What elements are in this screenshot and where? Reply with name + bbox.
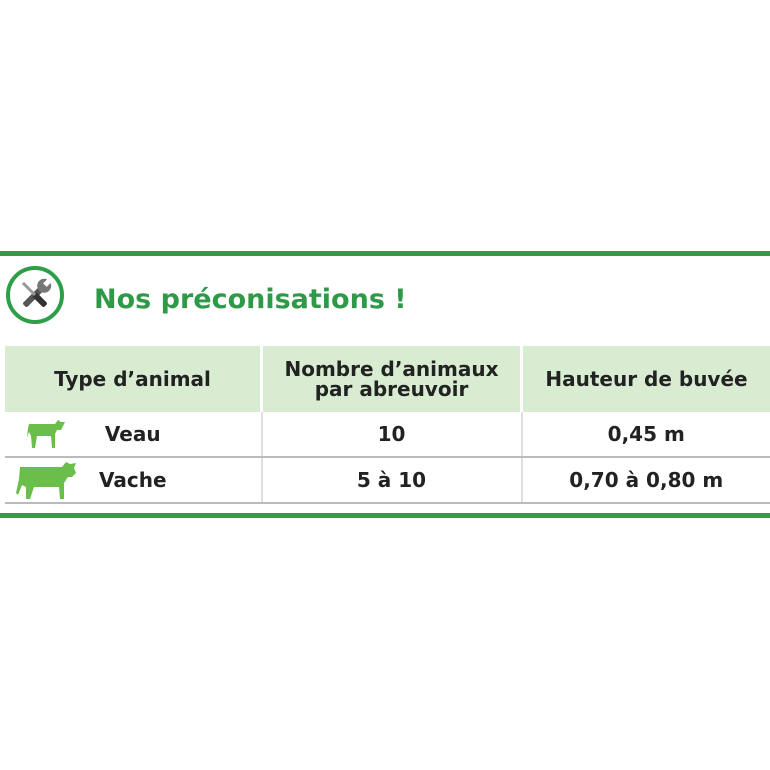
height-cell: 0,70 à 0,80 m — [521, 457, 770, 504]
bottom-divider — [0, 513, 770, 518]
header-line-1: Nombre d’animaux — [284, 357, 499, 381]
animal-name: Vache — [98, 468, 167, 492]
table-row: Vache 5 à 10 0,70 à 0,80 m — [5, 457, 770, 504]
tools-icon — [6, 266, 64, 324]
animal-cell: Veau — [5, 412, 263, 458]
cow-icon — [16, 462, 76, 499]
top-divider — [0, 251, 770, 256]
page-title: Nos préconisations ! — [94, 284, 407, 315]
recommendations-table: Type d’animal Nombre d’animaux par abreu… — [5, 346, 770, 504]
header-animal-count: Nombre d’animaux par abreuvoir — [261, 346, 523, 412]
calf-icon — [27, 420, 65, 448]
count-cell: 5 à 10 — [261, 457, 523, 504]
header-animal-type: Type d’animal — [5, 346, 263, 412]
count-cell: 10 — [261, 412, 523, 458]
table-row: Veau 10 0,45 m — [5, 412, 770, 458]
height-cell: 0,45 m — [521, 412, 770, 458]
animal-name: Veau — [104, 422, 161, 446]
header-drinking-height: Hauteur de buvée — [521, 346, 770, 412]
table-header-row: Type d’animal Nombre d’animaux par abreu… — [5, 346, 770, 412]
header-line-2: par abreuvoir — [314, 377, 469, 401]
animal-cell: Vache — [5, 457, 263, 504]
